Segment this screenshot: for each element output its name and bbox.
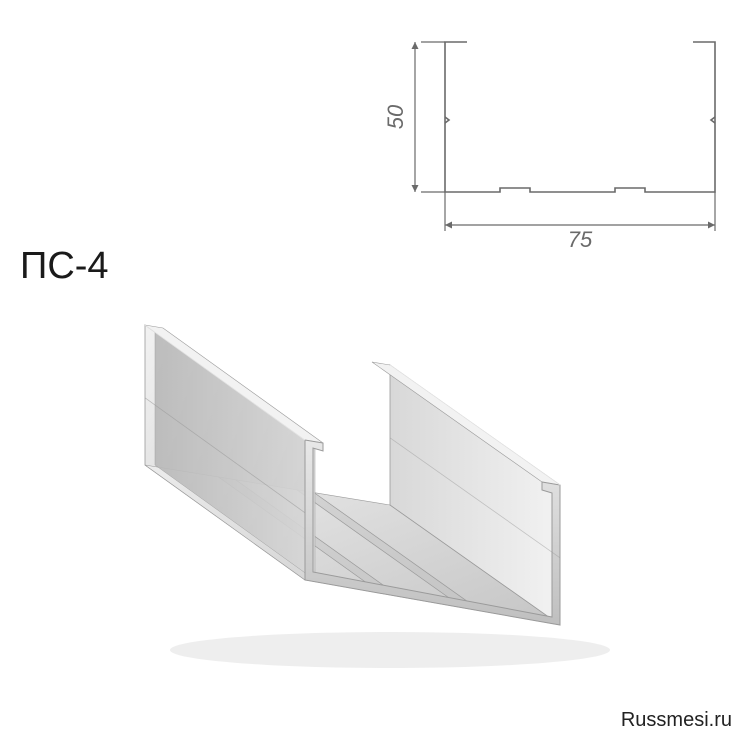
section-svg: 50 75: [370, 30, 730, 250]
svg-text:75: 75: [568, 227, 593, 250]
svg-text:50: 50: [383, 104, 408, 129]
render-svg: [90, 290, 610, 670]
watermark-text: Russmesi.ru: [621, 709, 732, 732]
product-label: ПС-4: [20, 245, 109, 288]
product-3d-render: [90, 290, 610, 670]
section-diagram: 50 75: [370, 30, 730, 250]
